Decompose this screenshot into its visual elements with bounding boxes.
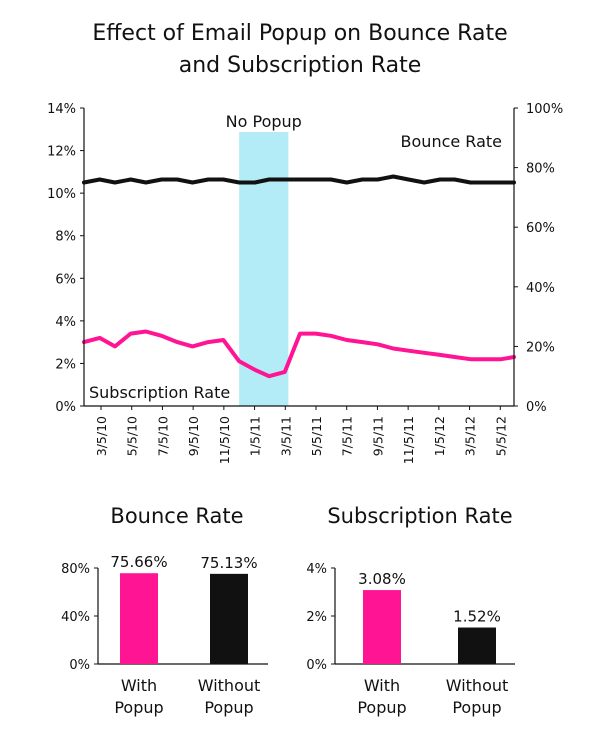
- bar-y-tick-label: 4%: [306, 562, 327, 577]
- left-tick-label: 14%: [47, 102, 76, 117]
- bar-y-tick-label: 80%: [61, 562, 90, 577]
- left-tick-label: 0%: [55, 400, 76, 415]
- x-tick-label: 5/5/11: [309, 416, 324, 456]
- bar-category-label: Popup: [114, 698, 163, 717]
- chart-title-line-1: Effect of Email Popup on Bounce Rate: [92, 21, 508, 46]
- bar-y-tick-label: 0%: [69, 658, 90, 673]
- x-tick-label: 7/5/10: [155, 416, 170, 456]
- bar-value-label: 3.08%: [358, 570, 406, 588]
- bar-value-label: 1.52%: [453, 608, 501, 626]
- no-popup-label: No Popup: [226, 112, 302, 131]
- right-tick-label: 60%: [526, 221, 555, 236]
- chart-title-line-2: and Subscription Rate: [178, 53, 422, 78]
- x-tick-label: 5/5/12: [493, 416, 508, 456]
- right-tick-label: 80%: [526, 162, 555, 177]
- subscription-rate-label: Subscription Rate: [89, 383, 230, 402]
- subscription-bar-chart-title: Subscription Rate: [327, 504, 513, 528]
- left-tick-label: 10%: [47, 187, 76, 202]
- x-tick-label: 3/5/11: [278, 416, 293, 456]
- right-tick-label: 40%: [526, 281, 555, 296]
- x-tick-label: 9/5/10: [186, 416, 201, 456]
- x-tick-label: 1/5/11: [248, 416, 263, 456]
- bar-value-label: 75.13%: [200, 554, 257, 572]
- bar-y-tick-label: 2%: [306, 610, 327, 625]
- x-tick-label: 11/5/10: [217, 416, 232, 464]
- subscription-rate-line: [82, 329, 516, 379]
- bar-y-tick-label: 40%: [61, 610, 90, 625]
- x-tick-label: 1/5/12: [432, 416, 447, 456]
- bar-category-label: With: [121, 676, 157, 695]
- left-tick-label: 6%: [55, 272, 76, 287]
- left-tick-label: 12%: [47, 145, 76, 160]
- x-tick-label: 11/5/11: [401, 416, 416, 464]
- x-tick-label: 7/5/11: [340, 416, 355, 456]
- left-tick-label: 8%: [55, 230, 76, 245]
- bar-without-popup: [458, 627, 496, 664]
- x-tick-label: 3/5/10: [94, 416, 109, 456]
- bar-with-popup: [120, 573, 158, 664]
- bar-category-label: Popup: [357, 698, 406, 717]
- bar-y-tick-label: 0%: [306, 658, 327, 673]
- bar-value-label: 75.66%: [110, 553, 167, 571]
- x-tick-label: 9/5/11: [370, 416, 385, 456]
- bar-category-label: Without: [446, 676, 509, 695]
- bounce-rate-line: [82, 174, 516, 185]
- x-tick-label: 5/5/10: [125, 416, 140, 456]
- left-tick-label: 4%: [55, 315, 76, 330]
- bar-with-popup: [363, 590, 401, 664]
- bar-category-label: Popup: [452, 698, 501, 717]
- bounce-bar-chart-title: Bounce Rate: [110, 504, 244, 528]
- left-tick-label: 2%: [55, 357, 76, 372]
- right-tick-label: 0%: [526, 400, 547, 415]
- chart-title: Effect of Email Popup on Bounce Rate and…: [0, 18, 600, 82]
- right-tick-label: 100%: [526, 102, 563, 117]
- bar-category-label: Without: [198, 676, 261, 695]
- line-chart: 0% 2% 4% 6% 8% 10% 12% 14% 0% 20% 40% 60% 80% 100% 3/5…: [47, 102, 563, 464]
- x-tick-label: 3/5/12: [463, 416, 478, 456]
- right-tick-label: 20%: [526, 340, 555, 355]
- bounce-rate-label: Bounce Rate: [401, 132, 502, 151]
- bar-category-label: Popup: [204, 698, 253, 717]
- bar-without-popup: [210, 573, 248, 664]
- bar-category-label: With: [364, 676, 400, 695]
